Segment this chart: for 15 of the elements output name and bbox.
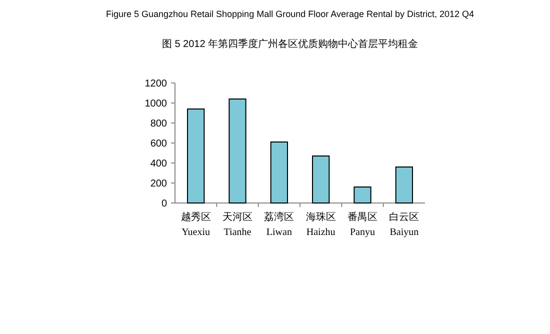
x-tick-label: 荔湾区 Liwan — [264, 211, 294, 238]
x-tick-label: 白云区 Baiyun — [389, 211, 420, 238]
x-tick-label: 番禺区 Panyu — [348, 211, 378, 238]
y-tick-label: 400 — [150, 158, 168, 170]
x-tick-label: 海珠区 Haizhu — [306, 211, 336, 238]
y-tick-label: 200 — [150, 178, 168, 190]
subtitle: 图 5 2012 年第四季度广州各区优质购物中心首层平均租金 — [162, 39, 418, 50]
title: Figure 5 Guangzhou Retail Shopping Mall Ground Floor Average Rental by District, 2012 Q4 — [106, 9, 474, 19]
x-tick-label: 越秀区 Yuexiu — [180, 211, 211, 238]
y-tick-label: 600 — [150, 138, 168, 150]
y-tick-label: 800 — [150, 118, 168, 130]
y-tick-label: 0 — [161, 198, 168, 210]
y-tick-label: 1000 — [144, 98, 168, 110]
x-tick-label: 天河区 Tianhe — [222, 211, 252, 238]
y-tick-label: 1200 — [144, 78, 168, 90]
